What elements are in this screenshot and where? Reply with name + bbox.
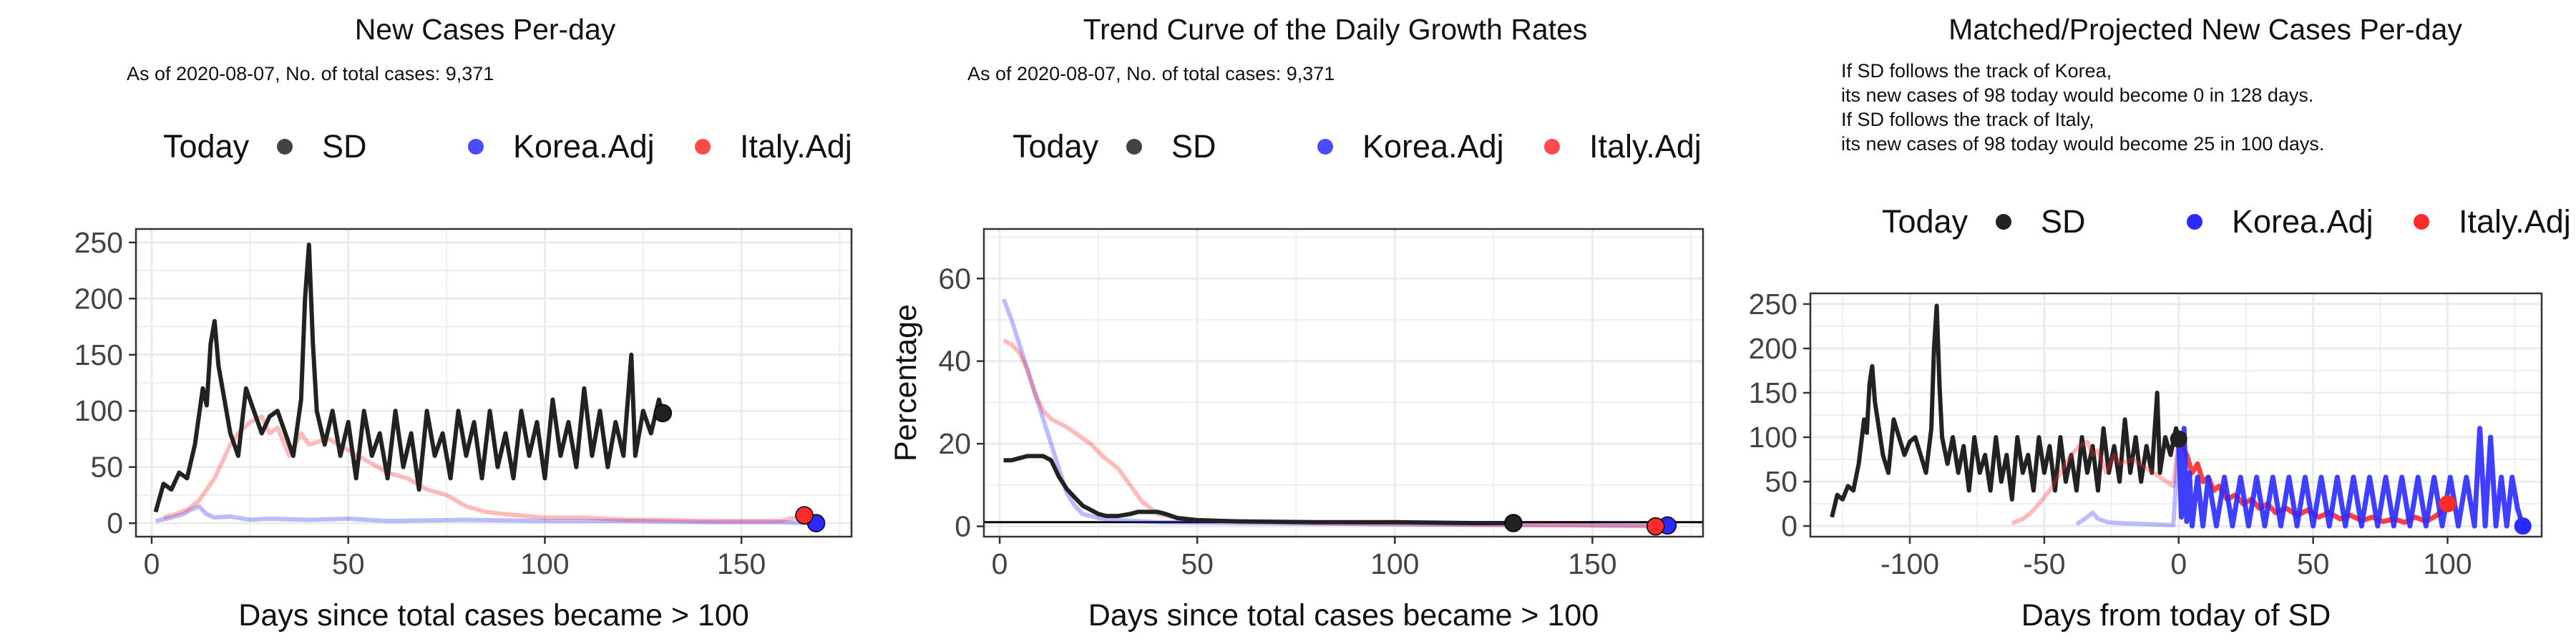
chart-title: Trend Curve of the Daily Growth Rates [1083, 13, 1588, 46]
legend: Today SD Korea.Adj Italy.Adj [1013, 128, 1702, 165]
x-tick-label: 50 [2297, 547, 2330, 580]
today-marker-sd [2170, 430, 2187, 448]
series-line-korea-adj [155, 504, 816, 526]
legend-label: Korea.Adj [513, 128, 655, 165]
legend-marker-italy-adj [695, 139, 711, 155]
plot-border [135, 228, 853, 538]
today-marker-korea-adj [2514, 517, 2532, 535]
x-axis-title: Days since total cases became > 100 [1088, 598, 1599, 633]
y-tick-label: 50 [90, 451, 123, 484]
axes: -100 -50 0 50 100 0 50 100 150 200 250 Days from to… [1749, 288, 2472, 633]
legend-marker-sd [1126, 139, 1142, 155]
y-tick-label: 20 [938, 427, 971, 460]
plot-border [1809, 292, 2543, 538]
plot-background [984, 229, 1703, 537]
y-axis-title: Percentage [889, 304, 923, 462]
legend-marker-korea-adj [1317, 139, 1333, 155]
series-line-sd [153, 243, 665, 513]
chart-subtitle: As of 2020-08-07, No. of total cases: 9,… [127, 63, 494, 84]
x-tick-label: 0 [144, 547, 160, 580]
y-tick-label: 250 [74, 226, 123, 259]
y-tick-label: 60 [938, 262, 971, 295]
x-tick-label: 100 [1370, 547, 1419, 580]
today-marker-sd [653, 404, 673, 423]
chart-panel-3: Matched/Projected New Cases Per-day If SD… [1749, 13, 2571, 633]
gridlines [984, 229, 1703, 537]
legend-label: SD [2041, 203, 2086, 240]
y-tick-label: 100 [1749, 421, 1797, 454]
x-tick-label: 150 [717, 547, 766, 580]
legend-label: Italy.Adj [740, 128, 852, 165]
y-tick-label: 40 [938, 345, 971, 378]
x-tick-label: 50 [1181, 547, 1214, 580]
chart-panel-1: New Cases Per-day As of 2020-08-07, No. o… [74, 13, 853, 633]
x-tick-label: 100 [520, 547, 569, 580]
y-tick-label: 0 [1781, 509, 1797, 542]
legend-marker-sd [1996, 214, 2011, 230]
axes: 0 50 100 150 0 50 100 150 200 250 Days since total… [74, 226, 766, 633]
series-line-korea-adj-history [2075, 439, 2181, 527]
x-tick-label: -50 [2023, 547, 2065, 580]
x-tick-label: 0 [2170, 547, 2187, 580]
y-tick-label: 150 [74, 338, 123, 371]
gridlines [136, 229, 852, 537]
chart-subtitle: If SD follows the track of Korea, [1841, 60, 2112, 82]
x-tick-label: 50 [332, 547, 365, 580]
plot-border [982, 228, 1704, 538]
y-tick-label: 200 [74, 282, 123, 315]
axes: 0 50 100 150 0 20 40 60 Days since total cases b… [889, 262, 1617, 633]
legend-marker-korea-adj [2187, 214, 2202, 230]
chart-subtitle: If SD follows the track of Italy, [1841, 109, 2094, 130]
legend-marker-korea-adj [468, 139, 484, 155]
chart-panel-2: Trend Curve of the Daily Growth Rates As … [889, 13, 1704, 633]
legend-marker-italy-adj [2414, 214, 2429, 230]
y-tick-label: 100 [74, 394, 123, 427]
x-axis-title: Days from today of SD [2021, 598, 2331, 633]
y-tick-label: 200 [1749, 332, 1797, 365]
legend-marker-italy-adj [1544, 139, 1560, 155]
chart-title: New Cases Per-day [355, 13, 616, 46]
legend-title: Today [1013, 128, 1099, 165]
legend-title: Today [163, 128, 250, 165]
x-axis-title: Days since total cases became > 100 [238, 598, 748, 633]
legend-label: SD [1171, 128, 1216, 165]
legend-label: Korea.Adj [2232, 203, 2373, 240]
y-tick-label: 150 [1749, 376, 1797, 409]
y-tick-label: 0 [955, 510, 971, 543]
y-tick-label: 250 [1749, 288, 1797, 321]
today-marker-italy-adj [795, 506, 814, 525]
series-line-sd [1830, 303, 2181, 518]
x-tick-label: 0 [992, 547, 1008, 580]
x-tick-label: 100 [2423, 547, 2472, 580]
chart-subtitle: As of 2020-08-07, No. of total cases: 9,… [967, 63, 1335, 84]
legend: Today SD Korea.Adj Italy.Adj [1882, 203, 2571, 240]
legend-marker-sd [277, 139, 293, 155]
today-marker-sd [1504, 514, 1523, 532]
chart-title: Matched/Projected New Cases Per-day [1948, 13, 2462, 46]
series-line-italy-adj-history [2011, 439, 2181, 526]
x-tick-label: -100 [1880, 547, 1939, 580]
legend: Today SD Korea.Adj Italy.Adj [163, 128, 852, 165]
legend-label: Korea.Adj [1362, 128, 1504, 165]
series-line-sd [1003, 454, 1513, 525]
x-tick-label: 150 [1568, 547, 1616, 580]
y-tick-label: 50 [1765, 465, 1797, 498]
chart-subtitle: its new cases of 98 today would become 2… [1841, 133, 2324, 155]
legend-label: SD [322, 128, 367, 165]
legend-label: Italy.Adj [2459, 203, 2571, 240]
chart-subtitle: its new cases of 98 today would become 0… [1841, 84, 2313, 106]
today-marker-italy-adj [1646, 517, 1665, 536]
today-marker-italy-adj [2439, 495, 2457, 513]
series-line-korea-adj-projected [2176, 426, 2526, 529]
y-tick-label: 0 [107, 507, 123, 540]
legend-label: Italy.Adj [1589, 128, 1702, 165]
legend-title: Today [1882, 203, 1968, 240]
